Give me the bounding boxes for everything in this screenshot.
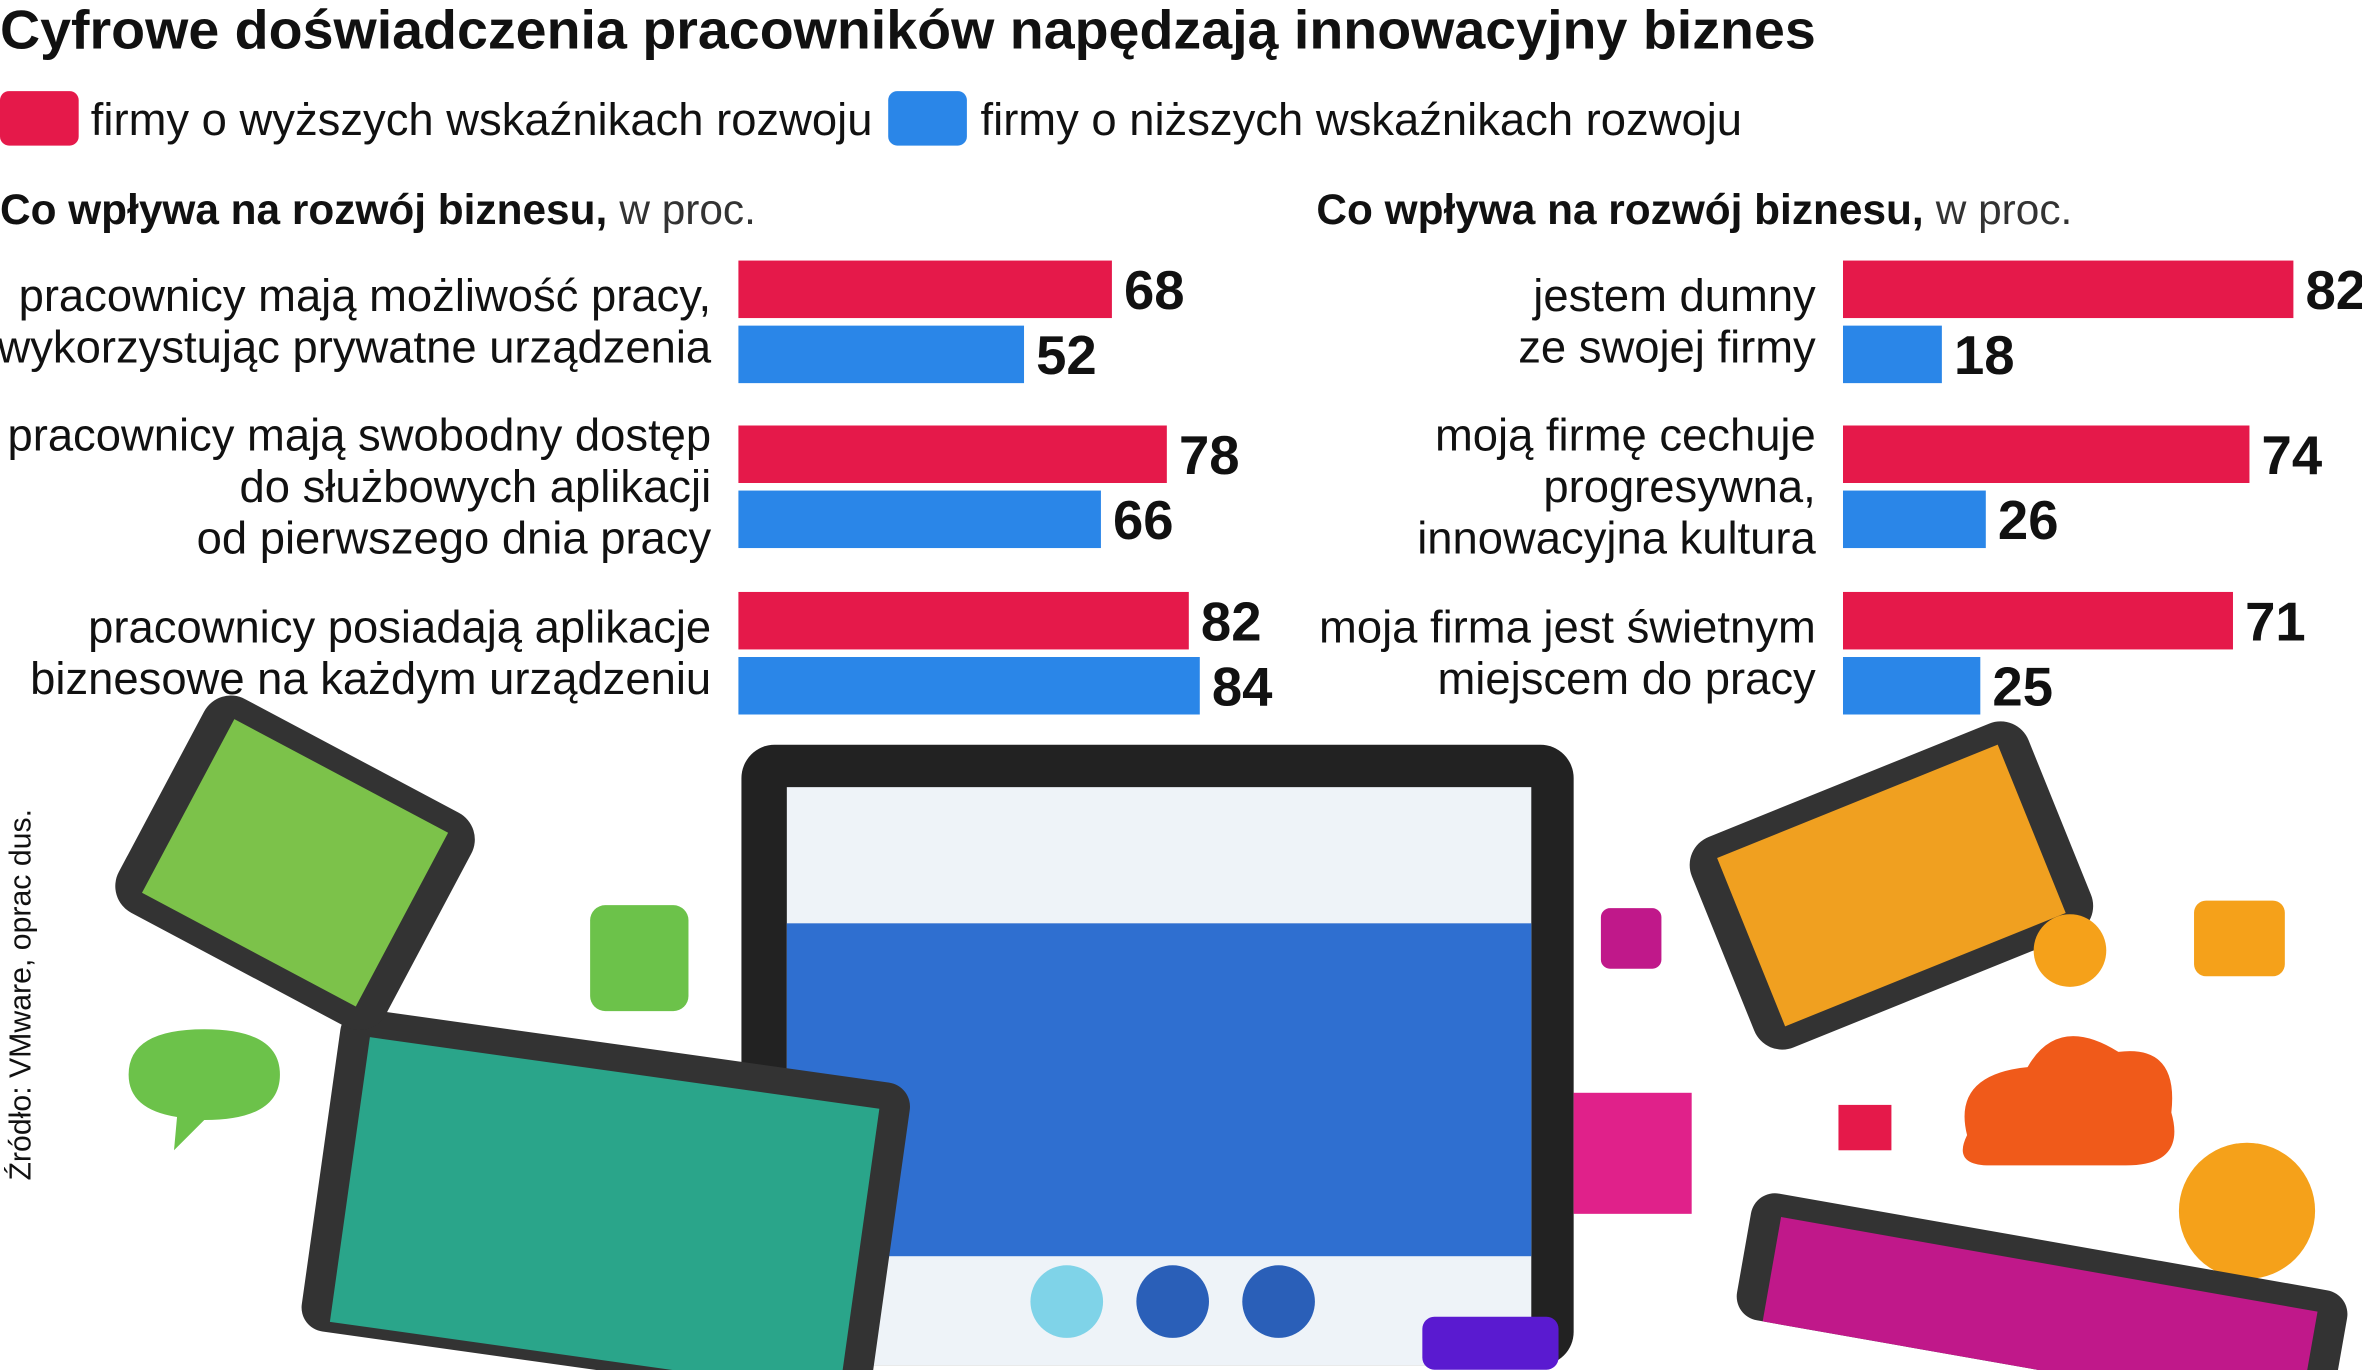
legend: firmy o wyższych wskaźnikach rozwoju fir…: [0, 91, 1743, 146]
legend-label: firmy o niższych wskaźnikach rozwoju: [981, 94, 1743, 145]
category-label: moja firma jest świetnym miejscem do prac…: [1319, 602, 1816, 704]
bar: [738, 260, 1112, 319]
value-label: 82: [1201, 591, 1262, 652]
category-label: jestem dumny ze swojej firmy: [1518, 270, 1816, 372]
value-label: 84: [1212, 656, 1273, 717]
bar: [1842, 657, 1981, 715]
value-label: 82: [2305, 260, 2362, 321]
bar: [738, 490, 1101, 549]
category-label: pracownicy mają swobodny dostęp do służbo…: [7, 409, 711, 563]
title: Cyfrowe doświadczenia pracowników napędz…: [0, 0, 1816, 61]
bar: [1842, 490, 1986, 549]
subtitle-text: Co wpływa na rozwój biznesu,: [1316, 186, 1923, 233]
value-label: 71: [2245, 591, 2306, 652]
legend-label: firmy o wyższych wskaźnikach rozwoju: [91, 94, 873, 145]
legend-swatch: [888, 91, 967, 146]
subtitle: Co wpływa na rozwój biznesu, w proc.: [1316, 186, 2072, 233]
bar: [738, 591, 1189, 650]
value-label: 26: [1998, 490, 2059, 551]
bar: [738, 325, 1025, 384]
illustration: [115, 695, 2348, 1370]
value-label: 52: [1036, 325, 1097, 386]
value-label: 68: [1124, 260, 1185, 321]
unit-note: w proc.: [1935, 186, 2073, 233]
value-label: 78: [1179, 425, 1240, 486]
bar: [1842, 260, 2294, 319]
bar: [738, 425, 1167, 483]
category-label: moją firmę cechuje progresywna, innowacyjn…: [1417, 409, 1816, 563]
subtitle: Co wpływa na rozwój biznesu, w proc.: [0, 186, 756, 233]
value-label: 74: [2262, 425, 2323, 486]
category-label: pracownicy posiadają aplikacje biznesowe …: [30, 602, 711, 704]
value-label: 25: [1992, 656, 2053, 717]
bar: [1842, 591, 2233, 650]
bar: [1842, 425, 2250, 483]
legend-swatch: [0, 91, 79, 146]
subtitle-text: Co wpływa na rozwój biznesu,: [0, 186, 607, 233]
category-label: pracownicy mają możliwość pracy, wykorzys…: [0, 270, 712, 372]
bar: [1842, 325, 1942, 384]
value-label: 18: [1954, 325, 2015, 386]
value-label: 66: [1113, 490, 1174, 551]
source: Źródło: VMware, oprac dus.: [4, 809, 37, 1181]
unit-note: w proc.: [618, 186, 756, 233]
bar: [738, 657, 1200, 715]
